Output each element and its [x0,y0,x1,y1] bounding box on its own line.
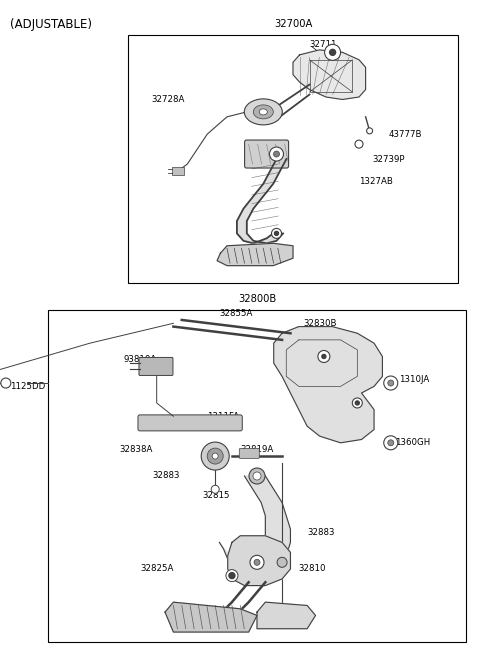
Circle shape [352,398,362,408]
Text: 32819A: 32819A [240,445,274,454]
Bar [48,310,466,642]
Bar [171,167,183,175]
Text: 1310JA: 1310JA [399,375,430,384]
Circle shape [384,376,398,390]
Text: 32711: 32711 [310,41,337,49]
FancyBboxPatch shape [138,415,242,431]
Circle shape [322,354,326,358]
Circle shape [253,472,261,480]
Polygon shape [237,159,287,243]
Text: 32810: 32810 [299,564,326,573]
Circle shape [272,228,281,238]
Circle shape [254,560,260,565]
Circle shape [318,350,330,363]
Text: 1327AB: 1327AB [359,177,393,186]
Polygon shape [219,476,290,575]
Text: 1311FA: 1311FA [207,412,239,420]
Circle shape [355,401,360,405]
Circle shape [207,448,223,464]
Circle shape [201,442,229,470]
Text: 32883: 32883 [153,472,180,480]
Text: 1360GH: 1360GH [395,438,430,447]
Text: 32883: 32883 [307,528,335,537]
Circle shape [277,558,287,567]
Polygon shape [228,536,290,586]
Text: 32800B: 32800B [238,294,276,304]
Ellipse shape [259,109,267,115]
Circle shape [211,485,219,493]
Text: 1125DD: 1125DD [11,382,46,391]
Circle shape [367,128,372,134]
Text: (ADJUSTABLE): (ADJUSTABLE) [10,18,92,31]
Text: 43777B: 43777B [389,130,422,138]
Text: 93810A: 93810A [123,356,156,364]
Circle shape [275,232,278,236]
Circle shape [249,468,265,484]
Circle shape [226,569,238,582]
Text: 32728A: 32728A [151,95,184,104]
Circle shape [355,140,363,148]
Circle shape [384,436,398,450]
Ellipse shape [253,105,273,119]
Text: 32830B: 32830B [303,319,336,328]
Polygon shape [274,327,383,443]
Text: 32739P: 32739P [372,155,405,163]
Polygon shape [257,602,315,628]
Circle shape [388,380,394,386]
Text: 32838A: 32838A [119,445,153,454]
Circle shape [324,45,341,60]
Polygon shape [217,243,293,266]
Circle shape [250,556,264,569]
FancyBboxPatch shape [245,140,288,168]
FancyBboxPatch shape [139,358,173,375]
Text: 32825A: 32825A [140,564,173,573]
Polygon shape [293,50,366,100]
Text: 32815: 32815 [203,491,230,501]
Circle shape [212,453,218,459]
Circle shape [1,378,11,388]
Bar [128,35,458,283]
Polygon shape [165,602,257,632]
Text: 32700A: 32700A [274,19,312,29]
Ellipse shape [244,99,282,125]
Circle shape [388,440,394,446]
FancyBboxPatch shape [239,449,259,459]
Circle shape [330,49,336,55]
Circle shape [274,151,279,157]
Circle shape [269,147,284,161]
Circle shape [229,573,235,579]
Text: 32855A: 32855A [219,309,253,318]
